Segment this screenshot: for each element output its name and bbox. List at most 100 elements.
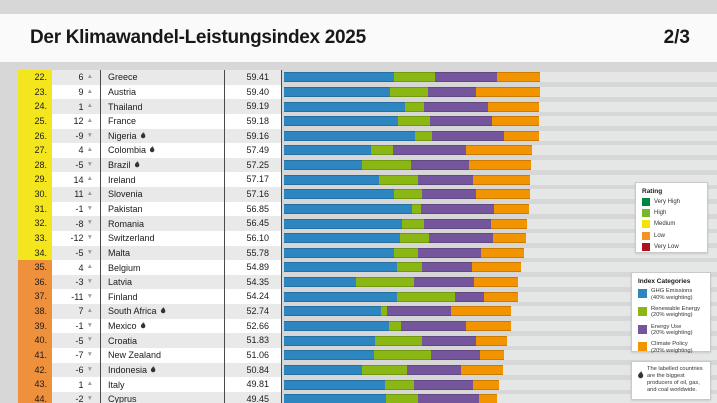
row-stripe [18, 377, 281, 392]
flame-icon [160, 306, 166, 316]
bar-segment-ghg [284, 101, 406, 112]
score-value: 57.25 [246, 159, 269, 170]
column-divider [281, 391, 282, 403]
country-label: Greece [108, 72, 138, 83]
column-divider [224, 113, 225, 129]
change-arrow-icon: ▲ [86, 102, 93, 110]
bar-segment-climate [497, 72, 541, 83]
rating-legend-title: Rating [642, 188, 663, 195]
change-value: 1 [78, 379, 84, 390]
bar-segment-ghg [284, 145, 372, 156]
bar-segment-climate [469, 160, 531, 171]
bar-track [284, 335, 717, 346]
flame-icon [140, 321, 146, 331]
score-value: 51.83 [246, 335, 269, 346]
table-row: 26. -9 ▼ Nigeria 59.16 [0, 128, 717, 144]
country-cell: Malta [101, 246, 224, 261]
rank-change-cell: 14 ▲ [52, 172, 100, 187]
bar-segment-renewable [385, 379, 415, 390]
country-cell: Indonesia [101, 363, 224, 378]
bar-segment-ghg [284, 218, 402, 229]
bar-segment-renewable [396, 291, 455, 302]
table-row: 36. -3 ▼ Latvia 54.35 [0, 274, 717, 290]
ranking-table: 22. 6 ▲ Greece 59.41 23. 9 ▲ Aus [0, 70, 717, 403]
column-divider [100, 128, 101, 144]
bar-segment-energy [424, 101, 489, 112]
country-cell: Croatia [101, 333, 224, 348]
rank-change-cell: 11 ▲ [52, 187, 100, 202]
country-cell: Pakistan [101, 202, 224, 217]
rating-color-swatch [642, 242, 650, 251]
table-row: 31. -1 ▼ Pakistan 56.85 [0, 201, 717, 217]
index-categories-legend: Index Categories GHG Emissions (40% weigh… [631, 272, 711, 354]
bar-segment-climate [476, 335, 508, 346]
change-value: -3 [75, 277, 84, 288]
bar-segment-ghg [284, 130, 415, 141]
score-value: 54.89 [246, 262, 269, 273]
score-value: 49.45 [246, 393, 269, 403]
column-divider [281, 318, 282, 334]
flame-icon [140, 130, 146, 141]
change-arrow-icon: ▲ [86, 73, 93, 81]
bar-track [284, 379, 717, 390]
bar-track [284, 218, 717, 229]
country-cell: Slovenia [101, 187, 224, 202]
bar-segment-renewable [396, 262, 422, 273]
bar-segment-climate [484, 291, 518, 302]
change-value: -2 [75, 394, 84, 403]
column-divider [281, 143, 282, 158]
change-arrow-icon: ▼ [86, 394, 93, 402]
change-arrow-icon: ▼ [86, 336, 93, 344]
column-divider [224, 143, 225, 158]
bar-track [284, 72, 717, 83]
rank-cell: 36. [18, 274, 52, 290]
change-value: -9 [75, 130, 84, 141]
column-divider [100, 304, 101, 319]
column-divider [281, 99, 282, 114]
bar-track [284, 277, 717, 288]
country-cell: Belgium [101, 260, 224, 275]
rank-change-cell: -5 ▼ [52, 246, 100, 261]
column-divider [100, 377, 101, 392]
change-arrow-icon: ▼ [86, 131, 93, 139]
column-divider [100, 172, 101, 188]
row-stripe [18, 172, 281, 188]
table-row: 40. -5 ▼ Croatia 51.83 [0, 333, 717, 348]
bar-segment-climate [492, 233, 526, 244]
row-stripe [18, 362, 281, 378]
rating-label: Medium [654, 221, 676, 228]
rating-color-swatch [642, 231, 650, 240]
rank-change-cell: 1 ▲ [52, 99, 100, 114]
rank-change-cell: -3 ▼ [52, 275, 100, 290]
bar-segment-renewable [379, 174, 418, 185]
rating-legend-item: Medium [642, 220, 701, 229]
change-arrow-icon: ▼ [86, 365, 93, 373]
score-value: 57.16 [246, 189, 269, 200]
table-row: 39. -1 ▼ Mexico 52.66 [0, 318, 717, 334]
flame-icon [150, 365, 156, 375]
country-cell: Cyprus [101, 392, 224, 403]
score-value: 59.40 [246, 86, 269, 97]
bar-segment-energy [428, 233, 493, 244]
category-label: Energy Use (20% weighting) [651, 323, 693, 337]
column-divider [281, 362, 282, 378]
row-stripe [18, 128, 281, 144]
column-divider [281, 157, 282, 173]
bar-segment-climate [478, 394, 498, 403]
category-color-swatch [638, 289, 647, 298]
bar-track [284, 306, 717, 317]
column-divider [281, 201, 282, 217]
bar-track [284, 394, 717, 403]
country-cell: Ireland [101, 172, 224, 187]
change-arrow-icon: ▲ [86, 146, 93, 154]
rank-cell: 25. [18, 113, 52, 129]
table-row: 42. -6 ▼ Indonesia 50.84 [0, 362, 717, 378]
bar-track [284, 233, 717, 244]
row-stripe [18, 216, 281, 231]
rating-legend-items: Very High High Medium Low Very Low [642, 198, 701, 251]
rank-cell: 43. [18, 377, 52, 392]
column-divider [281, 128, 282, 144]
change-value: -5 [75, 335, 84, 346]
header-bar: Der Klimawandel-Leistungsindex 2025 2/3 [0, 14, 717, 62]
rank-change-cell: -1 ▼ [52, 319, 100, 334]
